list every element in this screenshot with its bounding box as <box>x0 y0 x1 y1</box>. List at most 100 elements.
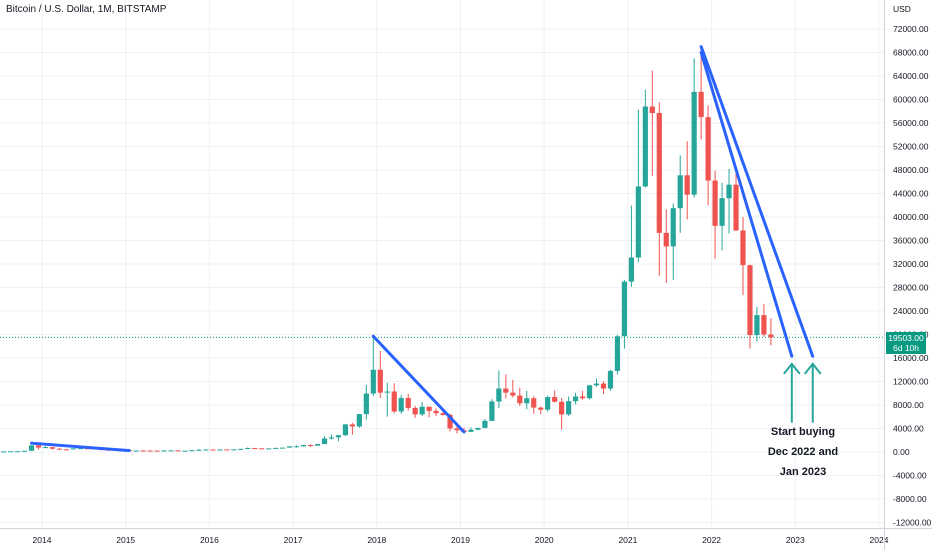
candle-body <box>524 398 530 404</box>
candle-body <box>656 113 662 233</box>
candle <box>210 449 216 451</box>
candle <box>663 209 669 283</box>
candle-body <box>586 385 593 399</box>
candle <box>147 450 153 452</box>
candle-body <box>482 420 488 428</box>
candle-body <box>447 414 453 429</box>
candle <box>572 392 579 405</box>
x-tick-label: 2016 <box>200 535 219 545</box>
candle <box>621 279 628 349</box>
candle <box>552 390 558 403</box>
candle <box>600 381 607 395</box>
candle-body <box>642 106 648 187</box>
candle <box>293 445 300 448</box>
candle-body <box>426 406 432 411</box>
candle-body <box>133 450 139 452</box>
candle <box>496 370 502 408</box>
annotation-line-3: Jan 2023 <box>779 466 827 478</box>
candle <box>196 449 202 451</box>
candle-body <box>196 449 202 451</box>
annotation-line-1: Start buying <box>770 426 836 438</box>
candle <box>545 395 551 412</box>
candle-body <box>719 198 725 226</box>
y-tick-label: 56000.00 <box>893 118 929 128</box>
candle <box>684 141 690 220</box>
candle <box>733 173 739 232</box>
candle-body <box>293 446 300 448</box>
candle-body <box>49 447 56 449</box>
candle <box>49 447 56 450</box>
y-tick-label: 44000.00 <box>893 189 929 199</box>
candle-body <box>238 448 244 450</box>
candle-body <box>182 450 188 452</box>
candle-body <box>412 407 418 415</box>
candle-body <box>754 315 760 336</box>
candle <box>300 444 307 447</box>
candle <box>231 449 237 451</box>
candle-body <box>510 392 516 396</box>
candle <box>740 217 746 296</box>
candle <box>628 205 634 287</box>
arrow-head <box>783 362 801 375</box>
candle-body <box>28 445 35 451</box>
candle-body <box>168 450 174 452</box>
candle-body <box>405 397 411 408</box>
candle-body <box>377 369 383 393</box>
candle <box>503 374 509 399</box>
candle-body <box>259 448 265 450</box>
arrows <box>783 362 822 423</box>
candles <box>1 46 774 453</box>
candle-body <box>14 451 21 453</box>
y-tick-label: 72000.00 <box>893 24 929 34</box>
candle-body <box>475 427 481 430</box>
y-tick-label: -12000.00 <box>893 518 932 528</box>
candle <box>579 390 586 400</box>
y-tick-label: 40000.00 <box>893 212 929 222</box>
y-tick-label: 32000.00 <box>893 259 929 269</box>
candle-body <box>8 451 14 453</box>
candle <box>670 203 676 280</box>
candle <box>259 448 265 450</box>
y-tick-label: 52000.00 <box>893 142 929 152</box>
trendline <box>699 45 815 358</box>
candle <box>559 397 565 430</box>
candle-body <box>566 401 572 415</box>
candle <box>8 451 14 453</box>
trendline <box>30 441 131 453</box>
candle <box>321 436 328 445</box>
candle-body <box>63 449 70 451</box>
candle <box>356 413 362 428</box>
candle-body <box>300 445 307 447</box>
candle <box>307 444 314 447</box>
candle-body <box>733 184 739 231</box>
candle <box>705 105 711 206</box>
annotation-line-2: Dec 2022 and <box>767 446 839 458</box>
candle <box>489 399 495 421</box>
arrow-head <box>803 362 822 375</box>
candle <box>391 383 397 414</box>
y-tick-label: 28000.00 <box>893 283 929 293</box>
candle <box>649 70 655 176</box>
y-tick-label: 4000.00 <box>893 424 924 434</box>
candle-countdown: 6d 10h <box>893 343 919 353</box>
candle <box>35 445 42 450</box>
candle <box>349 422 355 435</box>
x-tick-label: 2019 <box>451 535 470 545</box>
candle-body <box>503 388 509 393</box>
x-tick-label: 2022 <box>702 535 721 545</box>
trendlines <box>30 45 815 453</box>
candle <box>203 449 209 451</box>
candle <box>433 408 439 417</box>
candle <box>335 434 342 442</box>
x-tick-label: 2023 <box>786 535 805 545</box>
candle-body <box>21 450 28 452</box>
candle-body <box>531 398 537 408</box>
candle-body <box>217 449 223 451</box>
y-tick-label: 36000.00 <box>893 236 929 246</box>
candle <box>642 89 648 188</box>
candle <box>363 385 369 420</box>
candle <box>168 450 174 452</box>
candle <box>747 264 753 349</box>
